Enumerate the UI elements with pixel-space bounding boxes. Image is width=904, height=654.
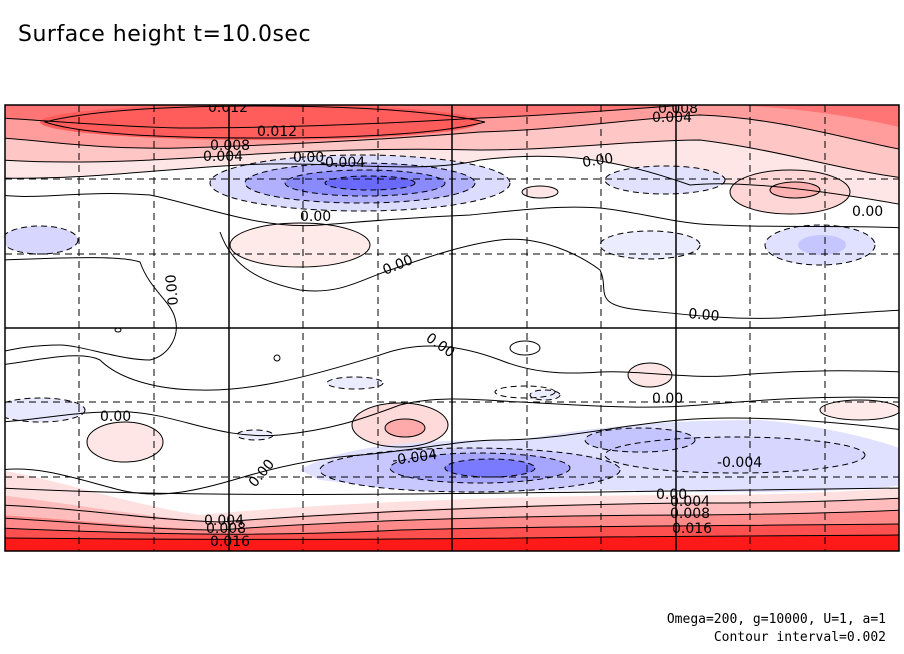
contour-line: [5, 193, 899, 229]
contour-line: [769, 181, 821, 199]
weak-negative-5: [327, 377, 383, 389]
contour-label: 0.00: [163, 274, 182, 306]
contour-line: [5, 105, 693, 129]
weak-positive-7: [820, 400, 899, 420]
weak-negative-1: [5, 226, 78, 254]
weak-negative-4-core: [798, 235, 846, 255]
contour-label: 0.00: [688, 306, 720, 325]
contour-interval-note: Contour interval=0.002: [713, 630, 886, 645]
contour-line-dashed: [764, 224, 876, 266]
contour-line-dashed: [236, 429, 274, 441]
weak-negative-7: [5, 398, 85, 422]
contour-label: 0.00: [293, 150, 324, 166]
contour-line: [521, 185, 559, 199]
contour-line: [229, 222, 371, 268]
contour-line-dashed: [604, 436, 866, 474]
contour-line: [5, 534, 899, 540]
contour-label: 0.00: [581, 151, 614, 171]
contour-line-dashed: [5, 397, 86, 423]
contour-line-dashed: [284, 169, 446, 197]
contour-line-dashed: [324, 175, 416, 191]
contour-label: 0.016: [210, 534, 250, 550]
weak-positive-6-core: [385, 419, 425, 437]
contour-line: [5, 396, 899, 437]
contour-line: [43, 105, 486, 139]
contour-line: [729, 169, 851, 215]
contour-label: 0.016: [672, 521, 712, 537]
contour-line: [5, 345, 899, 391]
contour-label: 0.004: [203, 149, 243, 165]
contour-label: -0.004: [320, 155, 365, 171]
contour-line: [5, 114, 899, 150]
contour-line: [273, 354, 281, 362]
contour-line-dashed: [209, 154, 511, 212]
weak-positive-4: [628, 363, 672, 387]
contour-line-dashed: [599, 230, 701, 260]
chart-title: Surface height t=10.0sec: [18, 22, 312, 47]
plot-frame: [4, 104, 900, 552]
weak-negative-6: [530, 390, 560, 400]
south-negative-gyre-5: [585, 428, 695, 452]
contour-line: [86, 421, 164, 463]
contour-line-dashed: [389, 452, 571, 484]
contour-line-dashed: [584, 427, 696, 453]
weak-positive-2: [230, 223, 370, 267]
contour-line: [5, 523, 899, 535]
contour-line: [509, 340, 541, 356]
contour-line: [5, 417, 899, 495]
weak-negative-2: [605, 166, 725, 194]
model-parameters: Omega=200, g=10000, U=1, a=1: [666, 612, 886, 627]
contour-label: 0.004: [204, 513, 244, 529]
contour-line-dashed: [604, 165, 726, 195]
contour-line: [219, 231, 899, 319]
contour-label: 0.00: [656, 487, 687, 503]
contour-label: 0.00: [852, 204, 883, 220]
contour-label: 0.004: [652, 110, 692, 126]
contour-line: [5, 257, 177, 361]
contour-label: 0.00: [300, 209, 331, 225]
contour-label: 0.008: [670, 506, 710, 522]
contour-line-dashed: [319, 447, 621, 493]
contour-label: 0.008: [206, 521, 246, 537]
contour-line-dashed: [529, 389, 561, 401]
north-positive-core: [40, 105, 480, 140]
weak-positive-1-core: [770, 182, 820, 198]
contour-line: [384, 418, 426, 438]
contour-line: [351, 402, 449, 448]
contour-line-dashed: [326, 376, 384, 390]
contour-label: -0.004: [391, 447, 438, 469]
contour-line-dashed: [494, 385, 556, 399]
south-negative-gyre-3: [445, 459, 535, 477]
weak-positive-3: [522, 186, 558, 198]
contour-label: 0.008: [210, 138, 250, 154]
contour-line: [627, 362, 673, 388]
contour-line: [5, 139, 899, 178]
contour-line: [819, 399, 899, 421]
contour-label: -0.004: [717, 455, 762, 471]
contour-label: 0.00: [652, 391, 683, 407]
contour-label: 0.008: [658, 101, 698, 117]
contour-line-dashed: [5, 225, 79, 255]
contour-line: [5, 487, 899, 495]
contour-line: [5, 155, 899, 205]
contour-label: 0.012: [208, 100, 248, 116]
weak-positive-5: [87, 422, 163, 462]
contour-line-dashed: [444, 458, 536, 478]
contour-label: 0.004: [670, 494, 710, 510]
weak-negative-3: [600, 231, 700, 259]
contour-label: 0.00: [100, 409, 131, 425]
contour-line-dashed: [244, 162, 476, 204]
contour-label: 0.012: [257, 124, 297, 140]
